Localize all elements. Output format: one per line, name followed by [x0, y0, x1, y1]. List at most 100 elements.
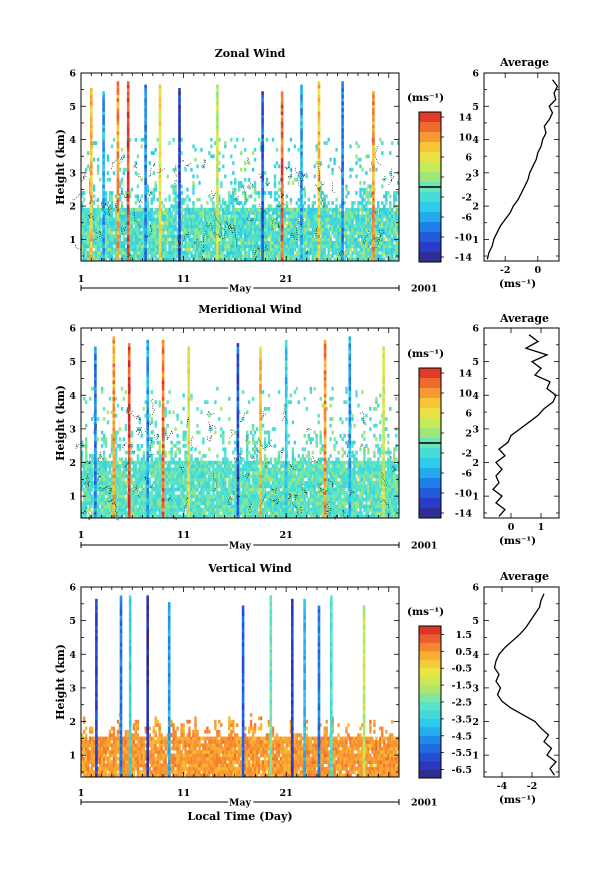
convective-column-cell	[158, 141, 162, 145]
zero-contour	[101, 202, 106, 215]
heatmap-cell	[83, 467, 86, 472]
heatmap-cell	[180, 514, 183, 519]
convective-column-cell	[102, 211, 105, 215]
heatmap-cell	[98, 211, 102, 215]
heatmap-cell	[152, 470, 155, 475]
heatmap-cell	[83, 227, 86, 232]
convective-column-cell	[216, 141, 219, 145]
heatmap-cell	[345, 187, 348, 192]
heatmap-cell	[228, 197, 231, 202]
heatmap-cell	[313, 201, 316, 205]
heatmap-cell	[389, 257, 392, 262]
heatmap-cell	[313, 221, 316, 225]
heatmap-cell	[204, 217, 207, 222]
heatmap-cell	[112, 247, 116, 252]
heatmap-cell	[200, 221, 203, 225]
heatmap-cell	[375, 224, 378, 229]
heatmap-cell	[104, 467, 108, 472]
heatmap-cell	[335, 247, 338, 252]
heatmap-cell	[351, 244, 354, 249]
heatmap-cell	[182, 237, 185, 242]
zero-contour	[132, 211, 141, 228]
heatmap-cell	[339, 221, 342, 225]
heatmap-cell	[337, 257, 340, 262]
heatmap-cell	[166, 217, 169, 222]
convective-column-cell	[280, 134, 284, 139]
heatmap-cell	[132, 507, 136, 512]
convective-column-cell	[158, 94, 162, 99]
convective-column-cell	[317, 207, 321, 212]
heatmap-cell	[110, 221, 114, 225]
convective-column-cell	[216, 181, 219, 185]
heatmap-cell	[214, 251, 217, 255]
heatmap-cell	[170, 211, 173, 215]
heatmap-cell	[357, 214, 360, 219]
heatmap-cell	[287, 214, 291, 219]
heatmap-cell	[385, 247, 388, 252]
heatmap-cell	[142, 487, 145, 492]
convective-column-cell	[341, 221, 344, 225]
heatmap-cell	[96, 470, 100, 475]
heatmap-cell	[138, 494, 141, 499]
heatmap-cell	[87, 474, 90, 479]
heatmap-cell	[242, 204, 245, 209]
heatmap-cell	[132, 470, 136, 475]
heatmap-cell	[83, 231, 86, 235]
heatmap-cell	[202, 227, 205, 232]
convective-column-cell	[317, 247, 321, 252]
heatmap-cell	[383, 211, 386, 215]
heatmap-cell	[96, 207, 100, 212]
heatmap-cell	[118, 227, 122, 232]
convective-column-cell	[178, 184, 181, 189]
heatmap-cell	[154, 231, 157, 235]
convective-column-cell	[317, 101, 321, 106]
heatmap-cell	[387, 244, 390, 249]
heatmap-cell	[335, 207, 338, 212]
heatmap-cell	[242, 211, 245, 215]
convective-column-cell	[144, 181, 147, 185]
heatmap-cell	[315, 254, 318, 259]
heatmap-cell	[361, 211, 364, 215]
convective-column-cell	[300, 194, 303, 199]
heatmap-cell	[148, 251, 151, 255]
heatmap-cell	[92, 214, 96, 219]
colorbar-tick-label: 2	[465, 173, 472, 184]
heatmap-cell	[134, 467, 138, 472]
heatmap-cell	[100, 251, 104, 255]
convective-column-cell	[341, 241, 344, 245]
heatmap-cell	[138, 247, 141, 252]
convective-column-cell	[280, 234, 284, 239]
heatmap-cell	[160, 201, 163, 205]
panel-title: Zonal Wind	[215, 47, 286, 60]
convective-column-cell	[178, 104, 181, 109]
heatmap-cell	[136, 237, 140, 242]
heatmap-cell	[236, 254, 239, 259]
convective-column-cell	[178, 211, 181, 215]
heatmap-cell	[289, 207, 293, 212]
heatmap-cell	[81, 211, 84, 215]
heatmap-cell	[397, 251, 400, 255]
heatmap-cell	[89, 514, 92, 519]
heatmap-cell	[257, 227, 261, 232]
heatmap-cell	[309, 251, 312, 255]
convective-column-cell	[116, 211, 120, 215]
heatmap-cell	[309, 224, 312, 229]
heatmap-cell	[144, 464, 147, 468]
convective-column-cell	[280, 157, 284, 162]
convective-column-cell	[317, 147, 321, 152]
heatmap-cell	[168, 207, 171, 212]
heatmap-cell	[361, 201, 364, 205]
heatmap-cell	[202, 231, 205, 235]
heatmap-cell	[383, 257, 386, 262]
convective-column-cell	[280, 254, 284, 259]
zero-contour	[299, 222, 303, 228]
heatmap-cell	[164, 237, 167, 242]
heatmap-cell	[393, 197, 396, 202]
heatmap-cell	[387, 211, 390, 215]
heatmap-cell	[176, 237, 179, 242]
heatmap-cell	[126, 491, 130, 495]
heatmap-cell	[269, 194, 273, 199]
convective-column-cell	[216, 247, 219, 252]
heatmap-cell	[297, 204, 300, 209]
heatmap-cell	[196, 227, 199, 232]
